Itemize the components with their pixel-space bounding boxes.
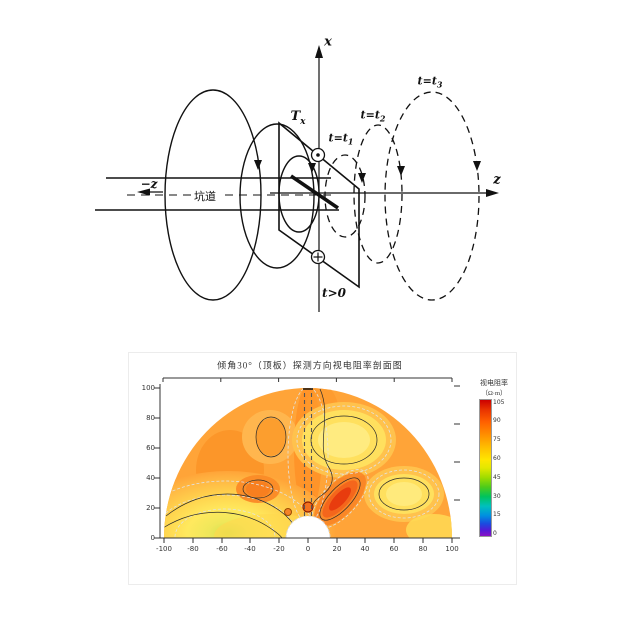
time-positive-label: t>0	[322, 286, 346, 300]
x-tick: 100	[445, 545, 459, 553]
colorbar-tick: 105	[493, 399, 505, 406]
tunnel-label: 坑道	[191, 188, 219, 204]
plot-axes	[154, 377, 460, 543]
eddy-ellipse-t1	[324, 154, 366, 238]
neg-z-arrow	[137, 188, 163, 196]
primary-field-ellipse-1	[164, 89, 262, 301]
neg-z-label: −z	[140, 177, 158, 191]
y-tick: 60	[146, 444, 155, 452]
resistivity-plot	[154, 377, 460, 543]
y-tick: 0	[150, 534, 155, 542]
x-tick: -60	[216, 545, 228, 553]
x-tick: 0	[305, 545, 311, 553]
time-label-t2: t=t2	[360, 108, 386, 124]
primary-field-ellipse-2	[239, 123, 315, 269]
colorbar-tick: 75	[493, 436, 501, 443]
colorbar-tick: 15	[493, 511, 501, 518]
colorbar-tick: 45	[493, 474, 501, 481]
tx-loop-frame	[278, 121, 360, 289]
x-tick: 60	[389, 545, 399, 553]
borehole-mask	[285, 515, 331, 539]
y-tick: 80	[146, 414, 155, 422]
eddy-ellipse-t2	[353, 124, 403, 264]
field-direction-arrows-solid	[254, 160, 316, 173]
central-anomaly-ring	[302, 501, 314, 513]
major-contours	[164, 388, 430, 538]
colorbar-tick: 60	[493, 455, 501, 462]
field-direction-arrows-dashed	[358, 161, 481, 183]
colorbar-unit: （Ω·m）	[481, 390, 507, 397]
colorbar-title: 视电阻率	[480, 379, 508, 387]
y-tick: 100	[141, 384, 155, 392]
tx-wire	[290, 174, 339, 210]
z-axis-label: z	[493, 172, 501, 188]
left-anomaly-ring	[284, 508, 292, 516]
y-tick: 40	[146, 474, 155, 482]
colorbar-tick: 30	[493, 493, 501, 500]
sounding-dashed-lines	[303, 390, 313, 516]
colorbar-tick: 0	[493, 530, 497, 537]
x-tick: -40	[244, 545, 256, 553]
colorbar-tick: 90	[493, 417, 501, 424]
x-tick: 80	[418, 545, 428, 553]
x-tick: -80	[187, 545, 199, 553]
x-axis-label: x	[324, 34, 332, 50]
colorbar	[479, 399, 492, 537]
z-axis	[270, 189, 499, 197]
time-label-t1: t=t1	[328, 131, 354, 147]
time-label-t3: t=t3	[417, 74, 443, 90]
tem-diagram	[95, 45, 499, 312]
x-tick: 40	[360, 545, 370, 553]
x-tick: 20	[332, 545, 342, 553]
figure-frame	[128, 352, 517, 585]
x-tick: -100	[156, 545, 172, 553]
x-axis	[315, 45, 323, 312]
eddy-ellipse-t3	[384, 91, 480, 301]
plot-title: 倾角30°（顶板）探测方向视电阻率剖面图	[217, 360, 403, 371]
fan-contour-fills	[164, 388, 452, 538]
current-in-icon	[310, 249, 326, 265]
transmitter-label: Tx	[290, 109, 306, 127]
x-tick: -20	[273, 545, 285, 553]
y-tick: 20	[146, 504, 155, 512]
current-out-icon	[310, 147, 326, 163]
